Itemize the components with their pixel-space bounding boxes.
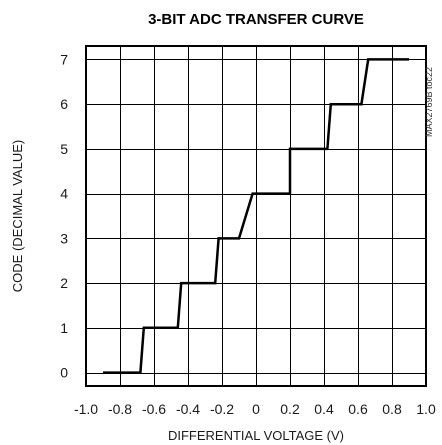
y-tick-labels: 0 1 2 3 4 5 6 7 (60, 51, 68, 380)
x-tick-label: -0.6 (142, 401, 166, 417)
grid (86, 46, 426, 386)
x-axis-label: DIFFERENTIAL VOLTAGE (V) (168, 428, 344, 443)
y-tick-label: 2 (60, 275, 68, 291)
transfer-curve-line (103, 58, 409, 374)
y-tick-label: 6 (60, 96, 68, 112)
y-tick-label: 3 (60, 230, 68, 246)
y-tick-label: 5 (60, 141, 68, 157)
x-tick-label: 0.6 (348, 401, 368, 417)
x-tick-label: 0 (252, 401, 260, 417)
x-tick-label: -0.4 (176, 401, 200, 417)
x-tick-label: -0.8 (108, 401, 132, 417)
y-tick-label: 4 (60, 186, 68, 202)
y-axis-label: CODE (DECIMAL VALUE) (10, 140, 25, 292)
chart-title: 3-BIT ADC TRANSFER CURVE (148, 11, 364, 28)
x-tick-label: 0.2 (280, 401, 300, 417)
plot-frame (85, 45, 427, 387)
figure-id-watermark: MAX2769B toc22 (424, 67, 434, 137)
x-tick-label: 0.4 (314, 401, 334, 417)
y-tick-label: 7 (60, 51, 68, 67)
x-tick-label: -0.2 (210, 401, 234, 417)
x-tick-label: 1.0 (416, 401, 436, 417)
y-tick-label: 1 (60, 320, 68, 336)
x-tick-labels: -1.0 -0.8 -0.6 -0.4 -0.2 0 0.2 0.4 0.6 0.8 1.0 (74, 401, 436, 417)
x-tick-label: 0.8 (382, 401, 402, 417)
y-tick-label: 0 (60, 365, 68, 381)
x-tick-label: -1.0 (74, 401, 98, 417)
